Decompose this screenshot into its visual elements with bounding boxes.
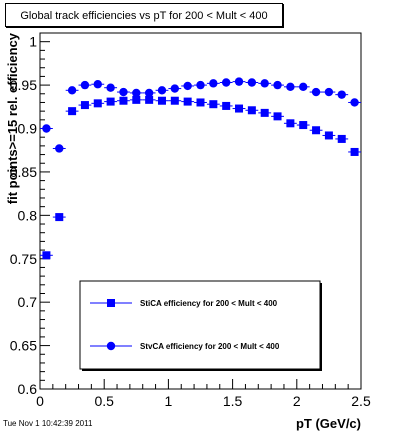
data-point-square xyxy=(273,112,282,121)
data-point-square xyxy=(312,126,321,135)
x-tick-label: 0.5 xyxy=(94,393,114,409)
legend-label: StiCA efficiency for 200 < Mult < 400 xyxy=(140,299,278,308)
data-point-square xyxy=(286,119,295,128)
data-point-square xyxy=(42,251,51,260)
series-stica xyxy=(40,95,361,260)
legend-label: StvCA efficiency for 200 < Mult < 400 xyxy=(140,342,280,351)
series-stvca xyxy=(40,77,361,153)
data-point-square xyxy=(324,131,333,140)
data-point-circle xyxy=(55,144,64,153)
data-point-square xyxy=(93,99,102,108)
data-point-square xyxy=(337,134,346,143)
data-point-circle xyxy=(209,79,218,88)
x-tick-label: 2 xyxy=(293,393,301,409)
legend-marker-square xyxy=(107,299,115,307)
x-tick-label: 1 xyxy=(165,393,173,409)
data-point-circle xyxy=(93,80,102,89)
x-tick-label: 1.5 xyxy=(223,393,243,409)
data-point-square xyxy=(55,213,64,222)
y-tick-label: 0.85 xyxy=(10,164,37,180)
data-point-circle xyxy=(42,124,51,133)
x-tick-label: 2.5 xyxy=(351,393,371,409)
data-point-square xyxy=(106,97,115,106)
data-point-circle xyxy=(350,98,359,107)
data-point-square xyxy=(68,107,77,116)
x-tick-label: 0 xyxy=(36,393,44,409)
data-point-circle xyxy=(106,83,115,92)
data-point-circle xyxy=(80,80,90,90)
y-axis-title: fit points>=15 rel. efficiency xyxy=(5,32,20,204)
data-point-square xyxy=(196,98,205,107)
data-point-square xyxy=(132,95,141,104)
y-tick-label: 0.75 xyxy=(10,251,37,267)
data-point-circle xyxy=(144,88,154,98)
data-point-square xyxy=(235,104,244,113)
y-tick-label: 0.65 xyxy=(10,338,37,354)
y-tick-label: 0.6 xyxy=(18,381,38,397)
data-point-circle xyxy=(247,78,257,87)
data-point-square xyxy=(209,100,218,109)
data-point-square xyxy=(183,97,192,106)
timestamp: Tue Nov 1 10:42:39 2011 xyxy=(3,419,93,428)
data-point-square xyxy=(222,101,231,110)
data-point-circle xyxy=(324,87,334,97)
legend-box xyxy=(79,280,321,370)
data-point-square xyxy=(260,108,269,117)
y-tick-label: 1 xyxy=(29,34,37,50)
data-point-circle xyxy=(299,82,308,92)
chart-title: Global track efficiencies vs pT for 200 … xyxy=(5,3,283,27)
data-point-circle xyxy=(183,81,192,91)
data-point-square xyxy=(119,96,128,105)
data-point-circle xyxy=(119,87,128,97)
data-point-circle xyxy=(157,86,167,95)
legend-marker-circle xyxy=(106,341,116,351)
data-point-square xyxy=(350,147,359,156)
data-point-circle xyxy=(196,80,205,90)
data-point-square xyxy=(157,96,166,105)
data-point-circle xyxy=(132,88,141,98)
data-point-square xyxy=(145,95,154,104)
y-tick-label: 0.8 xyxy=(18,207,38,223)
data-point-square xyxy=(170,96,179,105)
y-tick-label: 0.7 xyxy=(18,294,38,310)
data-point-circle xyxy=(234,77,244,86)
data-point-circle xyxy=(337,90,346,99)
y-tick-label: 0.95 xyxy=(10,77,37,93)
data-point-circle xyxy=(273,80,282,90)
data-point-circle xyxy=(260,79,269,88)
data-point-circle xyxy=(221,78,231,87)
plot-frame xyxy=(39,32,362,390)
y-tick-label: 0.9 xyxy=(18,121,38,137)
data-point-circle xyxy=(67,86,77,95)
data-point-circle xyxy=(311,87,321,97)
data-point-circle xyxy=(286,82,295,92)
data-point-square xyxy=(299,121,308,130)
data-point-square xyxy=(80,101,89,110)
data-point-circle xyxy=(170,84,180,93)
x-axis-title: pT (GeV/c) xyxy=(296,416,361,431)
data-point-square xyxy=(247,106,256,115)
